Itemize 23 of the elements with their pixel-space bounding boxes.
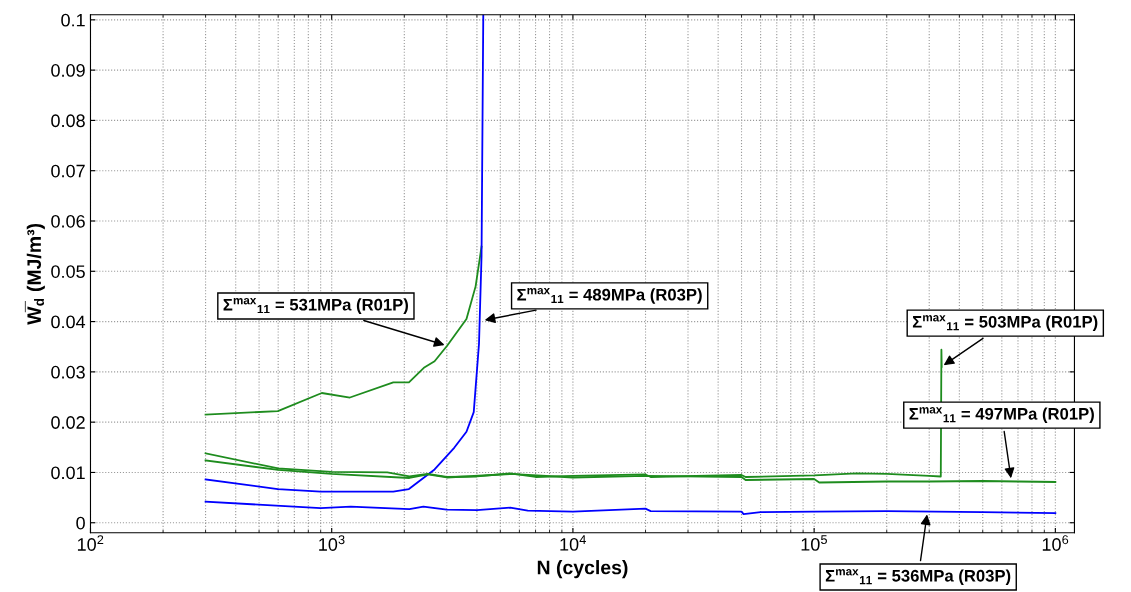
x-tick-label: 10$^{5}$ — [801, 535, 827, 551]
y-tick-label: 0 — [76, 516, 85, 530]
annotation: Σ$^{max}$$_{11}$ = 536MPa (R03P) — [825, 569, 1011, 585]
annotation: Σ$^{max}$$_{11}$ = 489MPa (R03P) — [517, 287, 702, 304]
x-tick-label: 10$^{6}$ — [1042, 535, 1069, 551]
annotation: Σ$^{max}$$_{11}$ = 531MPa (R01P) — [223, 297, 408, 314]
y-tick-label: 0.09 — [51, 64, 85, 77]
y-tick-label: 0.07 — [51, 164, 85, 178]
y-axis-title: W̅$_{d}$ (MJ/m³) — [24, 223, 45, 325]
y-tick-label: 0.06 — [51, 214, 85, 228]
y-tick-label: 0.04 — [51, 315, 86, 329]
y-tick-label: 0.08 — [51, 114, 85, 128]
x-tick-label: 10$^{2}$ — [77, 535, 104, 551]
y-tick-label: 0.02 — [51, 416, 85, 429]
x-axis-title: N (cycles) — [537, 560, 628, 579]
y-tick-label: 0.01 — [51, 466, 85, 480]
y-tick-label: 0.1 — [61, 13, 85, 27]
annotation: Σ$^{max}$$_{11}$ = 503MPa (R01P) — [912, 315, 1098, 331]
x-tick-label: 10$^{4}$ — [560, 535, 586, 551]
annotation: Σ$^{max}$$_{11}$ = 497MPa (R01P) — [909, 407, 1094, 424]
y-tick-label: 0.05 — [51, 265, 85, 279]
y-tick-label: 0.03 — [51, 365, 85, 379]
x-tick-label: 10$^{3}$ — [319, 535, 345, 551]
